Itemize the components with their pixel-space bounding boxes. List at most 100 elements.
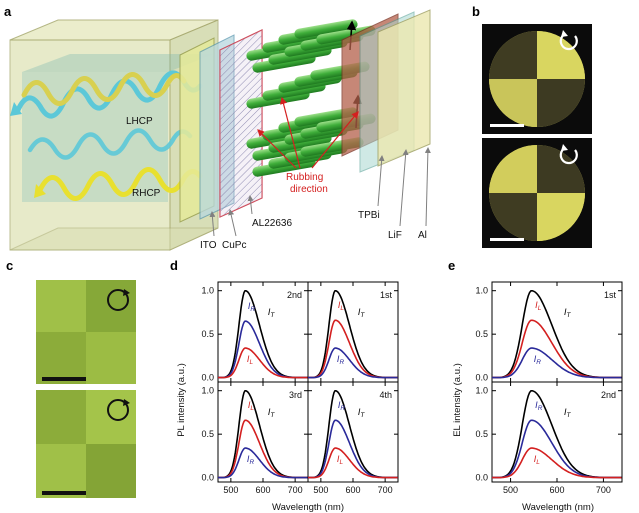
y-axis-title-el: EL intensity (a.u.) xyxy=(452,363,463,437)
series-label-I_L: IL xyxy=(248,400,255,412)
x-tick-label: 500 xyxy=(313,485,328,495)
series-line-I_R xyxy=(218,447,308,479)
x-tick-label: 700 xyxy=(378,485,393,495)
y-tick-label: 0.0 xyxy=(475,373,488,383)
series-line-I_L xyxy=(308,447,398,479)
sample-photo-upper xyxy=(36,280,136,384)
series-line-I_R xyxy=(308,347,398,379)
rotation-icon xyxy=(107,289,129,311)
label-rubbing-line2: direction xyxy=(290,184,328,195)
x-tick-label: 600 xyxy=(255,485,270,495)
y-tick-label: 1.0 xyxy=(201,286,214,296)
spectrum-subplot-d-4th: 500 600 700 4th IT IR IL xyxy=(307,381,399,495)
panel-a: a LHCP RHCP xyxy=(4,4,431,251)
series-label-I_R: IR xyxy=(535,400,543,412)
y-tick-label: 1.0 xyxy=(475,386,488,396)
panel-d: d PL intensity (a.u.) Wavelength (nm) xyxy=(170,258,344,513)
label-ito: ITO xyxy=(200,240,217,251)
x-axis-title-e: Wavelength (nm) xyxy=(522,502,594,513)
panel-e: e EL intensity (a.u.) Wavelength (nm) xyxy=(448,258,594,513)
panel-b: b xyxy=(472,4,592,248)
series-label-I_L: IL xyxy=(247,354,254,366)
label-lif: LiF xyxy=(388,230,402,241)
label-tpbi: TPBi xyxy=(358,210,380,221)
x-tick-label: 700 xyxy=(288,485,303,495)
series-label-I_R: IR xyxy=(534,354,542,366)
series-label-I_L: IL xyxy=(534,454,541,466)
y-tick-label: 0.0 xyxy=(201,373,214,383)
spectrum-subplot-d-2nd: 0.0 0.5 1.0 2nd IT IR IL xyxy=(201,281,309,383)
series-line-I_L xyxy=(492,447,622,479)
series-label-I_T: IT xyxy=(268,307,276,319)
sample-photo-lower xyxy=(36,390,136,498)
subplot-tag: 1st xyxy=(604,290,617,300)
y-tick-label: 0.5 xyxy=(475,429,488,439)
panel-c: c xyxy=(6,258,136,498)
subplot-tag: 1st xyxy=(380,290,393,300)
x-tick-label: 600 xyxy=(549,485,564,495)
series-label-I_R: IR xyxy=(248,301,256,313)
spectrum-subplot-d-1st: 1st IT IL IR xyxy=(307,281,399,383)
device-photo-upper xyxy=(482,24,592,134)
label-cupc: CuPc xyxy=(222,240,246,251)
series-label-I_R: IR xyxy=(337,354,345,366)
series-label-I_T: IT xyxy=(268,407,276,419)
rotation-icon xyxy=(107,399,129,421)
x-tick-label: 600 xyxy=(345,485,360,495)
x-tick-label: 500 xyxy=(223,485,238,495)
subplot-tag: 3rd xyxy=(289,390,302,400)
y-tick-label: 1.0 xyxy=(475,286,488,296)
subplot-tag: 4th xyxy=(379,390,392,400)
series-label-I_T: IT xyxy=(358,407,366,419)
spectrum-subplot-e-2nd: 500 600 700 0.0 0.5 1.0 2nd IT IR IL xyxy=(475,381,623,495)
panel-letter-d: d xyxy=(170,258,178,273)
y-tick-label: 0.0 xyxy=(201,473,214,483)
scale-bar xyxy=(42,377,86,381)
x-axis-title-d: Wavelength (nm) xyxy=(272,502,344,513)
rotation-icon xyxy=(559,147,578,165)
series-line-I_L xyxy=(218,347,308,379)
rhcp-wave-upper xyxy=(21,72,187,106)
lhcp-wave-lower xyxy=(27,128,193,160)
x-tick-label: 500 xyxy=(503,485,518,495)
y-axis-title-pl: PL intensity (a.u.) xyxy=(176,363,187,437)
label-al: Al xyxy=(418,230,427,241)
series-label-I_R: IR xyxy=(247,454,255,466)
y-tick-label: 0.5 xyxy=(201,329,214,339)
spectrum-subplot-e-1st: 0.0 0.5 1.0 1st IT IL IR xyxy=(475,281,623,383)
series-label-I_T: IT xyxy=(564,407,572,419)
spectrum-subplot-d-3rd: 500 600 700 0.0 0.5 1.0 3rd IT IL IR xyxy=(201,381,309,495)
x-tick-label: 700 xyxy=(596,485,611,495)
device-photo-lower xyxy=(482,138,592,248)
series-label-I_L: IL xyxy=(535,300,542,312)
label-rubbing-line1: Rubbing xyxy=(286,172,323,183)
layer-al22636 xyxy=(219,29,263,218)
series-label-I_T: IT xyxy=(564,307,572,319)
panel-letter-b: b xyxy=(472,4,480,19)
scale-bar xyxy=(490,238,524,241)
label-rhcp: RHCP xyxy=(132,188,161,199)
series-label-I_L: IL xyxy=(337,454,344,466)
label-lhcp: LHCP xyxy=(126,116,153,127)
plot-frame xyxy=(491,281,623,383)
subplot-tag: 2nd xyxy=(601,390,616,400)
scale-bar xyxy=(42,491,86,495)
panel-letter-e: e xyxy=(448,258,455,273)
scale-bar xyxy=(490,124,524,127)
y-tick-label: 1.0 xyxy=(201,386,214,396)
lc-polymer-rods xyxy=(246,19,376,177)
layer-al xyxy=(377,9,431,167)
y-tick-label: 0.0 xyxy=(475,473,488,483)
panel-letter-c: c xyxy=(6,258,13,273)
series-label-I_L: IL xyxy=(338,300,345,312)
rotation-icon xyxy=(559,33,578,51)
y-tick-label: 0.5 xyxy=(475,329,488,339)
series-label-I_R: IR xyxy=(338,400,346,412)
label-al22636: AL22636 xyxy=(252,218,292,229)
panel-letter-a: a xyxy=(4,4,12,19)
subplot-tag: 2nd xyxy=(287,290,302,300)
series-line-I_R xyxy=(492,347,622,379)
series-label-I_T: IT xyxy=(358,307,366,319)
